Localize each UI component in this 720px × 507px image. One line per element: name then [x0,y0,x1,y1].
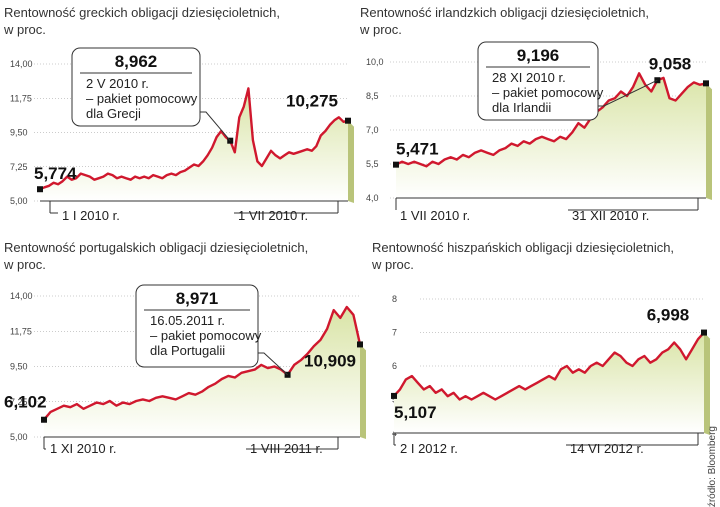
x-axis-label: 1 VIII 2011 r. [250,441,323,456]
area-fill [394,332,704,433]
y-tick-label: 9,50 [10,362,28,372]
y-tick-label: 14,00 [10,59,33,69]
end-value-label: 10,909 [304,351,356,370]
chart-title-line2: w proc. [4,257,46,272]
area-edge [704,332,710,435]
y-tick-label: 10,0 [366,57,384,67]
x-axis-label: 31 XII 2010 r. [572,208,649,223]
end-value-label: 10,275 [286,92,338,111]
callout-box [71,47,201,127]
y-tick-label: 14,00 [10,291,33,301]
y-tick-label: 5,00 [10,432,28,442]
area-edge [706,83,712,200]
end-value-label: 9,058 [649,54,692,73]
start-value-label: 5,774 [34,164,77,183]
y-tick-label: 7,25 [10,397,28,407]
y-tick-label: 6 [392,361,397,371]
chart-portugal: Rentowność portugalskich obligacji dzies… [0,233,366,466]
chart-svg: 5,00 7,25 9,50 11,75 14,00 1 XI 2010 r. 1 VIII… [4,284,366,456]
y-tick-label: 8 [392,294,397,304]
area-edge [360,344,366,439]
callout-text: 28 XI 2010 r. [492,70,566,85]
callout-box [477,41,599,121]
area-fill [40,88,348,201]
end-marker [357,341,363,348]
area-fill [396,73,706,198]
series-line [395,72,707,168]
callout-box [135,284,259,368]
source-note: źródło: Bloomberg [707,426,718,507]
callout-leader [200,111,231,142]
chart-title-line1: Rentowność greckich obligacji dziesięcio… [4,5,281,20]
chart-greece: Rentowność greckich obligacji dziesięcio… [0,0,360,233]
x-axis-label: 14 VI 2012 r. [570,441,644,456]
chart-title: Rentowność hiszpańskich obligacji dziesi… [372,239,674,273]
chart-ireland: Rentowność irlandzkich obligacji dziesię… [360,0,720,233]
callout-text: – pakiet pomocowy [492,85,604,100]
x-axis-label: 1 XI 2010 r. [50,441,117,456]
area-edge [348,120,354,203]
y-tick-label: 7,0 [366,125,379,135]
chart-title: Rentowność greckich obligacji dziesięcio… [4,4,280,38]
end-marker [345,117,351,124]
callout-value: 8,962 [115,52,158,71]
x-axis-label: 1 VII 2010 r. [238,208,308,223]
end-value-label: 6,998 [647,306,690,325]
chart-title-line1: Rentowność irlandzkich obligacji dziesię… [360,5,650,20]
callout-text: – pakiet pomocowy [150,328,262,343]
chart-spain: Rentowność hiszpańskich obligacji dziesi… [360,233,720,466]
callout-text: dla Grecji [86,106,141,121]
callout-leader [258,352,288,376]
y-tick-label: 4,0 [366,193,379,203]
callout-leader [598,79,658,107]
series-line [39,87,349,191]
series-line [43,305,362,421]
start-marker [393,161,399,168]
callout-value: 8,971 [176,289,219,308]
y-tick-label: 5,5 [366,159,379,169]
start-marker [41,416,47,423]
start-value-label: 6,102 [4,393,47,412]
start-marker [391,392,397,399]
chart-title-line1: Rentowność hiszpańskich obligacji dziesi… [372,240,675,255]
chart-title-line2: w proc. [4,22,46,37]
chart-title-line1: Rentowność portugalskich obligacji dzies… [4,240,309,255]
x-axis-label: 2 I 2012 r. [400,441,458,456]
callout-text: 16.05.2011 r. [150,313,225,328]
start-value-label: 5,471 [396,140,439,159]
chart-svg: 4,0 5,5 7,0 8,5 10,0 1 VII 2010 r. 31 XII 2010… [366,41,712,223]
y-tick-label: 5,00 [10,196,28,206]
chart-title: Rentowność portugalskich obligacji dzies… [4,239,308,273]
y-tick-label: 8,5 [366,91,379,101]
start-marker [37,186,43,193]
callout-text: – pakiet pomocowy [86,91,198,106]
end-marker [701,329,707,336]
area-fill [44,307,360,437]
chart-title: Rentowność irlandzkich obligacji dziesię… [360,4,649,38]
callout-text: dla Portugalii [150,343,225,358]
callout-value: 9,196 [517,46,560,65]
y-tick-label: 11,75 [10,93,32,103]
x-axis-label: 1 I 2010 r. [62,208,120,223]
callout-text: 2 V 2010 r. [86,76,149,91]
y-tick-label: 11,75 [10,326,32,336]
end-marker [703,80,709,87]
chart-svg: 5,00 7,25 9,50 11,75 14,00 1 I 2010 r. 1 VII 2… [10,47,354,223]
y-tick-label: 7 [392,328,397,338]
start-value-label: 5,107 [394,403,437,422]
callout-text: dla Irlandii [492,100,551,115]
y-tick-label: 9,50 [10,128,28,138]
series-line [393,331,705,401]
chart-title-line2: w proc. [372,257,414,272]
y-tick-label: 7,25 [10,162,28,172]
chart-title-line2: w proc. [360,22,402,37]
x-axis-label: 1 VII 2010 r. [400,208,470,223]
